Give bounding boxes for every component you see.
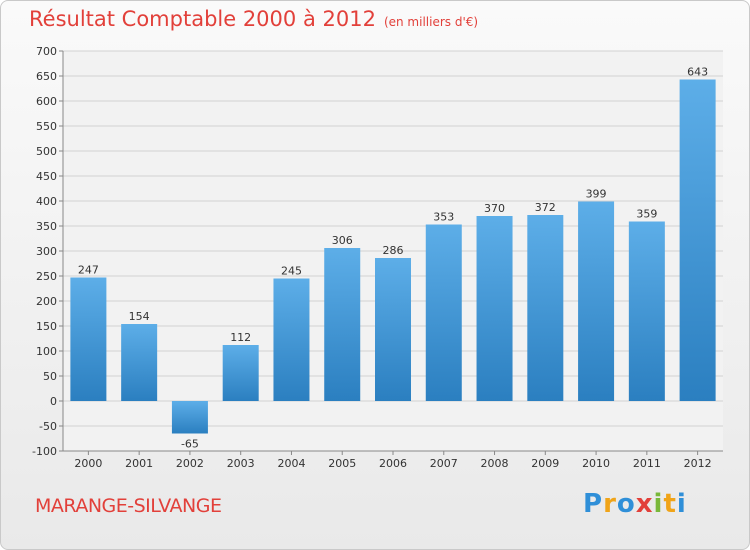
data-label: 286 — [383, 244, 404, 257]
y-tick-label: 50 — [43, 370, 57, 383]
y-tick-label: 500 — [36, 145, 57, 158]
y-tick-label: 550 — [36, 120, 57, 133]
data-label: 245 — [281, 265, 302, 278]
x-tick-label: 2005 — [328, 457, 356, 470]
bar — [425, 224, 462, 401]
bar — [476, 216, 513, 401]
data-label: 306 — [332, 234, 353, 247]
x-tick-label: 2006 — [379, 457, 407, 470]
data-label: 154 — [129, 310, 150, 323]
bar — [375, 258, 411, 401]
commune-name: MARANGE-SILVANGE — [35, 495, 222, 517]
bar — [273, 278, 310, 401]
y-tick-label: 250 — [36, 270, 57, 283]
y-tick-label: 100 — [36, 345, 57, 358]
logo-letter: i — [676, 489, 687, 519]
logo-letter: x — [635, 489, 654, 519]
bar — [628, 221, 665, 401]
y-tick-label: 150 — [36, 320, 57, 333]
y-tick-label: 600 — [36, 95, 57, 108]
data-label: -65 — [181, 438, 199, 451]
bar — [121, 324, 158, 401]
data-label: 643 — [687, 66, 708, 79]
data-label: 370 — [484, 202, 505, 215]
x-tick-label: 2001 — [125, 457, 153, 470]
data-label: 112 — [230, 331, 251, 344]
data-label: 372 — [535, 201, 556, 214]
chart-title-text: Résultat Comptable 2000 à 2012 — [29, 7, 376, 31]
y-tick-label: 350 — [36, 220, 57, 233]
x-tick-label: 2009 — [531, 457, 559, 470]
x-tick-label: 2003 — [227, 457, 255, 470]
x-tick-label: 2012 — [684, 457, 712, 470]
bar — [222, 345, 259, 401]
y-tick-label: 650 — [36, 70, 57, 83]
y-tick-label: 450 — [36, 170, 57, 183]
data-label: 247 — [78, 264, 99, 277]
y-tick-label: 0 — [50, 395, 57, 408]
bar — [171, 401, 208, 434]
data-label: 353 — [433, 211, 454, 224]
bar — [578, 201, 615, 401]
y-tick-label: 700 — [36, 45, 57, 58]
y-tick-label: -50 — [39, 420, 57, 433]
logo-letter: o — [616, 489, 636, 519]
x-tick-label: 2007 — [430, 457, 458, 470]
bar — [324, 248, 361, 401]
x-tick-label: 2000 — [74, 457, 102, 470]
chart-title: Résultat Comptable 2000 à 2012 (en millie… — [29, 7, 478, 31]
logo-letter: r — [603, 489, 617, 519]
x-tick-label: 2002 — [176, 457, 204, 470]
x-tick-label: 2008 — [481, 457, 509, 470]
proxiti-logo: Proxiti — [583, 489, 687, 519]
x-tick-label: 2004 — [277, 457, 305, 470]
y-tick-label: 400 — [36, 195, 57, 208]
y-tick-label: -100 — [32, 445, 57, 458]
x-tick-label: 2011 — [633, 457, 661, 470]
x-tick-label: 2010 — [582, 457, 610, 470]
y-tick-label: 200 — [36, 295, 57, 308]
y-tick-label: 300 — [36, 245, 57, 258]
bar — [679, 79, 716, 401]
data-label: 359 — [636, 208, 657, 221]
bar — [70, 277, 107, 401]
bar — [527, 215, 564, 401]
logo-letter: P — [583, 489, 604, 519]
logo-letter: i — [653, 489, 664, 519]
data-label: 399 — [586, 188, 607, 201]
chart-subtitle: (en milliers d'€) — [383, 15, 479, 29]
logo-letter: t — [663, 489, 677, 519]
